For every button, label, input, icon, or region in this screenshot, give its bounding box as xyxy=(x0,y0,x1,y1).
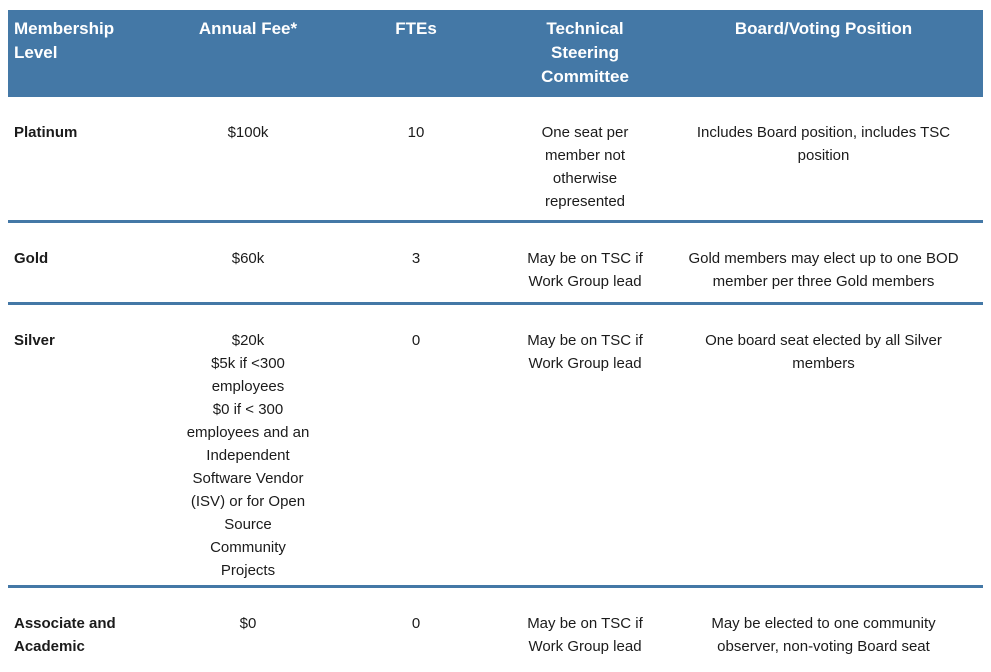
annual-fee-cell: $0 xyxy=(239,614,257,632)
ftes-cell: 0 xyxy=(411,614,421,632)
membership-level-cell: Associate and Academic xyxy=(14,614,116,655)
board-voting-cell: May be elected to one community observer… xyxy=(711,614,936,655)
table-row-gold: Gold $60k 3 May be on TSC if Work Group … xyxy=(8,221,983,305)
membership-level-cell: Platinum xyxy=(8,97,170,223)
column-header-technical-steering-committee: Technical Steering Committee xyxy=(506,10,664,97)
ftes-cell: 3 xyxy=(326,221,506,305)
column-header-ftes: FTEs xyxy=(326,10,506,97)
column-header-membership-level: Membership Level xyxy=(8,10,170,97)
board-voting-cell: Gold members may elect up to one BOD mem… xyxy=(664,221,983,305)
tsc-cell: May be on TSC if Work Group lead xyxy=(506,303,664,588)
membership-level-cell: Silver xyxy=(8,303,170,588)
column-header-board-voting-position: Board/Voting Position xyxy=(664,10,983,97)
membership-level-cell: Gold xyxy=(8,221,170,305)
annual-fee-cell: $60k xyxy=(170,221,326,305)
tsc-cell: May be on TSC if Work Group lead xyxy=(527,614,643,655)
column-header-annual-fee: Annual Fee* xyxy=(170,10,326,97)
ftes-cell: 10 xyxy=(326,97,506,223)
membership-levels-table: Membership Level Annual Fee* FTEs Techni… xyxy=(8,10,983,672)
board-voting-cell: Includes Board position, includes TSC po… xyxy=(664,97,983,223)
table-row-platinum: Platinum $100k 10 One seat per member no… xyxy=(8,97,983,223)
tsc-cell: May be on TSC if Work Group lead xyxy=(506,221,664,305)
board-voting-cell: One board seat elected by all Silver mem… xyxy=(664,303,983,588)
table-row-silver: Silver $20k $5k if <300 employees $0 if … xyxy=(8,303,983,588)
annual-fee-cell: $100k xyxy=(170,97,326,223)
table-header-row: Membership Level Annual Fee* FTEs Techni… xyxy=(8,10,983,97)
ftes-cell: 0 xyxy=(326,303,506,588)
table-row-associate-academic: Associate and Academic $0 0 May be on TS… xyxy=(8,586,983,672)
annual-fee-cell: $20k $5k if <300 employees $0 if < 300 e… xyxy=(170,303,326,588)
tsc-cell: One seat per member not otherwise repres… xyxy=(506,97,664,223)
